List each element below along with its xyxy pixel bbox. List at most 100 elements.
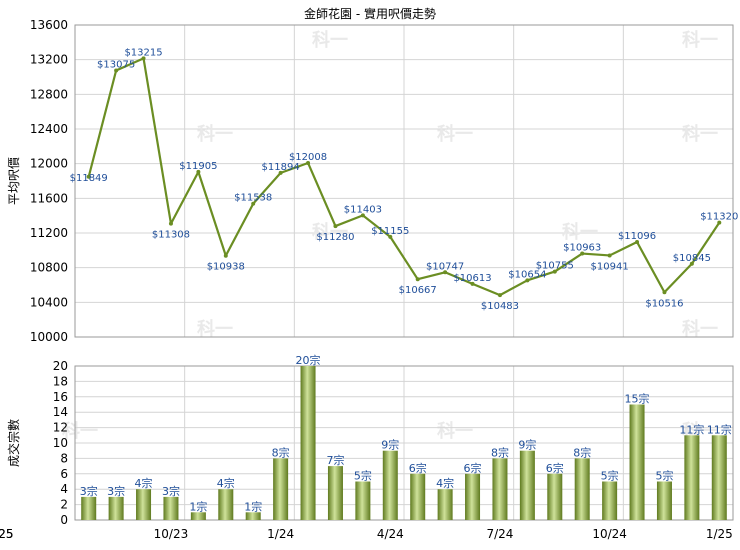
x-tick-label: 10/23 bbox=[154, 527, 189, 541]
price-point bbox=[497, 293, 502, 298]
price-data-label: $12008 bbox=[289, 152, 327, 163]
watermark: 科一 bbox=[312, 29, 348, 51]
price-data-label: $11905 bbox=[179, 161, 217, 172]
volume-bar bbox=[273, 458, 289, 520]
volume-data-label: 3宗 bbox=[80, 484, 98, 498]
price-point bbox=[662, 290, 667, 295]
line-y-tick-label: 10000 bbox=[30, 330, 68, 344]
bar-y-tick-label: 18 bbox=[53, 374, 68, 388]
x-tick-label: 7/24 bbox=[486, 527, 513, 541]
bar-y-tick-label: 0 bbox=[60, 513, 68, 527]
price-data-label: $10755 bbox=[536, 261, 574, 272]
watermark: 科一 bbox=[562, 221, 598, 243]
price-point bbox=[196, 169, 201, 174]
price-point bbox=[306, 160, 311, 165]
price-data-label: $10613 bbox=[453, 273, 491, 284]
line-y-tick-label: 13200 bbox=[30, 53, 68, 67]
price-line-series bbox=[87, 57, 721, 297]
volume-data-label: 6宗 bbox=[464, 461, 482, 475]
volume-bar bbox=[656, 481, 672, 520]
price-point bbox=[415, 277, 420, 282]
price-data-label: $11308 bbox=[152, 230, 190, 241]
bar-y-tick-label: 8 bbox=[60, 451, 68, 465]
volume-data-label: 4宗 bbox=[217, 476, 235, 490]
watermark: 科一 bbox=[682, 29, 718, 51]
price-point bbox=[251, 201, 256, 206]
price-data-label: $11894 bbox=[262, 162, 300, 173]
price-data-label: $10747 bbox=[426, 261, 464, 272]
price-data-label: $11403 bbox=[344, 204, 382, 215]
price-data-label: $10654 bbox=[508, 269, 546, 280]
line-y-tick-label: 12800 bbox=[30, 87, 68, 101]
price-data-label: $10963 bbox=[563, 243, 601, 254]
line-y-tick-label: 11200 bbox=[30, 226, 68, 240]
volume-data-label: 1宗 bbox=[189, 499, 207, 513]
line-plot-frame bbox=[74, 24, 734, 338]
price-data-label: $11096 bbox=[618, 231, 656, 242]
volume-bar bbox=[327, 466, 343, 520]
volume-bar bbox=[108, 496, 124, 520]
bar-plot-frame bbox=[74, 365, 734, 521]
price-point bbox=[552, 269, 557, 274]
price-point bbox=[278, 170, 283, 175]
volume-bar bbox=[136, 489, 152, 520]
line-y-tick-label: 10800 bbox=[30, 261, 68, 275]
volume-data-label: 3宗 bbox=[107, 484, 125, 498]
volume-bar bbox=[684, 435, 700, 520]
volume-bar bbox=[547, 473, 563, 520]
price-point bbox=[360, 213, 365, 218]
bar-y-tick-label: 4 bbox=[60, 482, 68, 496]
price-point bbox=[443, 270, 448, 275]
watermark: 科一 bbox=[197, 318, 233, 340]
watermark: 科一 bbox=[437, 123, 473, 145]
watermark: 科一 bbox=[437, 420, 473, 442]
volume-bar bbox=[602, 481, 618, 520]
price-point bbox=[470, 281, 475, 286]
volume-bar bbox=[163, 496, 179, 520]
volume-bar bbox=[245, 512, 261, 520]
volume-data-label: 6宗 bbox=[409, 461, 427, 475]
bar-y-tick-label: 14 bbox=[53, 405, 68, 419]
bar-y-tick-label: 2 bbox=[60, 498, 68, 512]
price-data-label: $13215 bbox=[124, 47, 162, 58]
bar-y-tick-label: 10 bbox=[53, 436, 68, 450]
watermark: 科一 bbox=[682, 318, 718, 340]
volume-bar bbox=[711, 435, 727, 520]
price-point bbox=[388, 234, 393, 239]
x-tick-label: 7/25 bbox=[0, 527, 13, 541]
volume-data-label: 11宗 bbox=[707, 422, 732, 436]
price-data-label: $11849 bbox=[70, 173, 108, 184]
volume-data-label: 8宗 bbox=[272, 445, 290, 459]
price-point bbox=[141, 56, 146, 61]
volume-data-label: 1宗 bbox=[244, 499, 262, 513]
price-data-label: $11280 bbox=[316, 232, 354, 243]
line-y-tick-label: 12400 bbox=[30, 122, 68, 136]
line-y-tick-label: 11600 bbox=[30, 191, 68, 205]
volume-bar bbox=[190, 512, 206, 520]
volume-bar bbox=[492, 458, 508, 520]
price-point bbox=[223, 253, 228, 258]
price-data-label: $10941 bbox=[591, 261, 629, 272]
price-point bbox=[607, 253, 612, 258]
price-point bbox=[635, 240, 640, 245]
volume-data-label: 20宗 bbox=[296, 353, 321, 367]
line-y-tick-label: 10400 bbox=[30, 295, 68, 309]
price-point bbox=[717, 220, 722, 225]
line-y-tick-label: 13600 bbox=[30, 18, 68, 32]
watermark: 科一 bbox=[312, 221, 348, 243]
volume-data-label: 15宗 bbox=[625, 392, 650, 406]
volume-bar bbox=[629, 404, 645, 520]
price-point bbox=[580, 251, 585, 256]
line-y-tick-label: 12000 bbox=[30, 157, 68, 171]
volume-data-label: 8宗 bbox=[573, 445, 591, 459]
bar-y-tick-label: 6 bbox=[60, 467, 68, 481]
price-point bbox=[689, 261, 694, 266]
watermark: 科一 bbox=[197, 123, 233, 145]
x-tick-label: 10/24 bbox=[592, 527, 627, 541]
volume-bar bbox=[574, 458, 590, 520]
volume-data-label: 3宗 bbox=[162, 484, 180, 498]
volume-bar bbox=[300, 366, 316, 520]
volume-bar bbox=[410, 473, 426, 520]
volume-data-label: 5宗 bbox=[354, 469, 372, 483]
bar-y-axis-label: 成交宗數 bbox=[6, 419, 21, 467]
